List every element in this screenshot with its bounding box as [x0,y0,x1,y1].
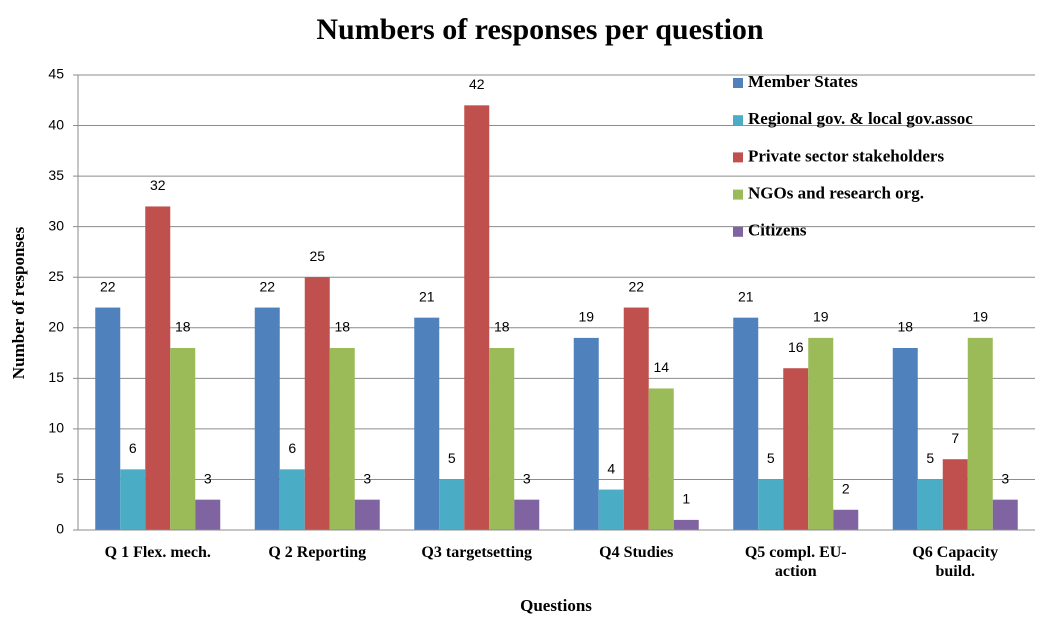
bar [623,307,649,530]
data-label: 5 [926,450,934,466]
data-label: 22 [100,278,116,294]
data-label: 7 [951,430,959,446]
data-label: 3 [1001,470,1009,486]
bar [120,469,146,530]
bar [917,479,943,530]
data-label: 19 [578,309,594,325]
x-tick-label: Q3 targetsetting [421,544,533,561]
bar [95,307,121,530]
data-label: 42 [469,76,485,92]
data-label: 18 [897,319,913,335]
data-label: 16 [788,339,804,355]
bar [414,317,440,530]
bar [195,499,221,530]
bar [648,388,674,530]
legend-swatch [733,78,743,88]
data-label: 22 [259,278,275,294]
x-tick-label: Q5 compl. EU-action [744,544,847,580]
legend-label: Citizens [748,221,807,240]
bar [833,509,859,530]
bar [733,317,759,530]
data-label: 18 [175,319,191,335]
y-tick-label: 0 [56,521,64,537]
bar [439,479,465,530]
data-label: 21 [738,288,754,304]
data-label: 3 [523,470,531,486]
legend-label: Private sector stakeholders [748,146,944,165]
data-label: 6 [129,440,137,456]
bar [464,105,490,530]
bar [514,499,540,530]
bar [673,519,699,530]
x-tick-label: Q4 Studies [599,544,674,561]
bar [808,337,834,530]
bar [170,348,196,530]
data-label: 2 [842,480,850,496]
bar [783,368,809,530]
data-label: 19 [813,309,829,325]
data-label: 19 [972,309,988,325]
data-label: 14 [653,359,669,375]
data-label: 18 [494,319,510,335]
y-tick-label: 15 [48,369,64,385]
data-label: 18 [334,319,350,335]
x-axis-label: Questions [520,596,592,615]
legend-label: Regional gov. & local gov.assoc [748,109,973,128]
bar [598,489,624,530]
data-label: 5 [767,450,775,466]
bar [573,337,599,530]
y-tick-label: 30 [48,217,64,233]
bar [279,469,305,530]
y-tick-label: 40 [48,116,64,132]
bar [489,348,515,530]
bar [354,499,380,530]
bar [992,499,1018,530]
y-tick-label: 10 [48,420,64,436]
data-label: 25 [309,248,325,264]
data-label: 21 [419,288,435,304]
data-label: 1 [682,491,690,507]
chart-title: Numbers of responses per question [316,13,764,46]
legend-swatch [733,226,743,237]
legend-swatch [733,152,743,163]
bar [967,337,993,530]
y-tick-label: 5 [56,470,64,486]
legend-label: NGOs and research org. [748,184,924,203]
legend-swatch [733,115,743,126]
x-tick-label: Q 2 Reporting [268,544,367,561]
bar [329,348,355,530]
y-tick-label: 25 [48,268,64,284]
data-label: 22 [628,278,644,294]
y-tick-label: 45 [48,66,64,82]
bar [304,277,330,530]
legend-label: Member States [748,72,858,91]
data-label: 32 [150,177,166,193]
data-label: 6 [288,440,296,456]
y-tick-label: 20 [48,318,64,334]
data-label: 3 [363,470,371,486]
bar [942,459,968,530]
data-label: 3 [204,470,212,486]
data-label: 5 [448,450,456,466]
y-tick-label: 35 [48,167,64,183]
legend-swatch [733,189,743,200]
x-tick-label: Q6 Capacity build. [912,544,999,580]
bar [892,348,918,530]
data-label: 4 [607,460,615,476]
x-tick-label: Q 1 Flex. mech. [104,544,211,561]
bar [758,479,784,530]
y-axis-label: Number of responses [9,226,28,379]
bar [145,206,171,530]
bar [254,307,280,530]
